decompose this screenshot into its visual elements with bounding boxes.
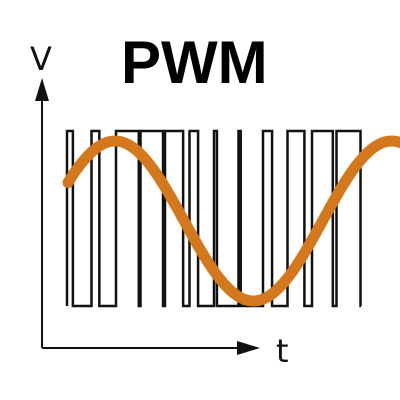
y-axis-arrowhead xyxy=(35,78,49,101)
sine-curve xyxy=(62,135,400,307)
axes xyxy=(35,78,260,355)
y-axis-label: V xyxy=(30,40,52,78)
x-axis-arrowhead xyxy=(237,341,260,355)
pwm-square-wave xyxy=(65,129,362,308)
diagram-title: PWM xyxy=(121,29,268,96)
x-axis-label: t xyxy=(276,332,289,370)
modulating-sine-wave xyxy=(62,135,400,307)
pwm-pulse-train xyxy=(65,129,362,308)
